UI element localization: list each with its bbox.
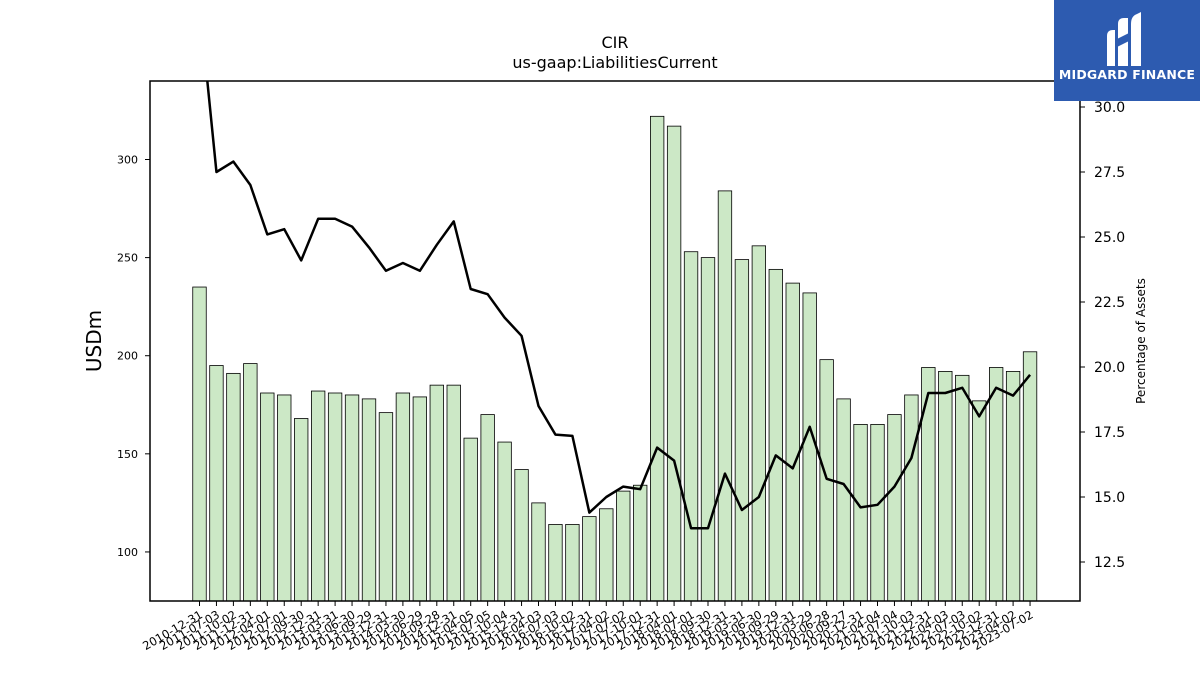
left-axis-ticks: 100 150 200 250 300 bbox=[117, 153, 150, 559]
bar bbox=[768, 268, 783, 601]
bar bbox=[310, 390, 326, 601]
bar bbox=[463, 437, 478, 601]
bar bbox=[836, 398, 851, 601]
chart-subtitle: us-gaap:LiabilitiesCurrent bbox=[512, 53, 717, 72]
bar bbox=[361, 398, 377, 601]
left-tick-label: 150 bbox=[117, 448, 138, 461]
bar bbox=[192, 286, 207, 601]
bar bbox=[751, 245, 766, 601]
bar bbox=[344, 394, 360, 601]
bar bbox=[429, 384, 444, 601]
bar bbox=[531, 502, 546, 601]
bar bbox=[938, 371, 953, 601]
bar bbox=[972, 400, 987, 601]
bar bbox=[989, 367, 1004, 601]
bar bbox=[904, 394, 919, 601]
bar bbox=[717, 190, 733, 601]
bar bbox=[700, 257, 716, 601]
bar bbox=[277, 394, 292, 601]
bar bbox=[446, 384, 461, 601]
bar bbox=[548, 524, 563, 601]
bar bbox=[480, 414, 495, 601]
right-axis-ticks: 12.5 15.0 17.5 20.0 22.5 25.0 27.5 30.0 bbox=[1080, 100, 1125, 571]
bar bbox=[582, 516, 597, 601]
bar bbox=[209, 365, 224, 601]
right-tick-label: 22.5 bbox=[1094, 295, 1125, 311]
bar bbox=[785, 282, 800, 601]
bar-series bbox=[192, 115, 1038, 601]
percentage-line bbox=[206, 81, 1032, 530]
right-tick-label: 20.0 bbox=[1094, 360, 1125, 376]
bar bbox=[650, 115, 665, 601]
x-axis-ticks: 2010-12-312011-07-032011-10-022011-12-31… bbox=[140, 601, 1036, 653]
axes bbox=[149, 80, 1081, 602]
bar bbox=[412, 396, 428, 601]
left-tick-label: 250 bbox=[117, 252, 138, 265]
bar bbox=[565, 524, 580, 601]
right-axis-label: Percentage of Assets bbox=[1134, 278, 1148, 404]
plot-frame bbox=[149, 80, 1081, 602]
bar bbox=[870, 423, 885, 601]
right-tick-label: 27.5 bbox=[1094, 165, 1125, 181]
chart-title: CIR bbox=[601, 33, 628, 52]
bar bbox=[853, 423, 868, 601]
bar bbox=[955, 374, 970, 601]
right-tick-label: 30.0 bbox=[1094, 100, 1125, 116]
logo-text: MIDGARD FINANCE bbox=[1058, 67, 1196, 82]
left-axis-label: USDm bbox=[82, 310, 106, 372]
bar bbox=[1022, 351, 1038, 601]
line-series bbox=[206, 81, 1032, 530]
bar bbox=[395, 392, 411, 601]
bar bbox=[616, 490, 631, 601]
bar bbox=[243, 363, 258, 601]
bar bbox=[1005, 371, 1021, 601]
bar bbox=[666, 125, 682, 601]
bar bbox=[226, 372, 241, 601]
logo-mark-icon bbox=[1107, 12, 1141, 66]
bar bbox=[378, 412, 394, 601]
right-tick-label: 15.0 bbox=[1094, 490, 1125, 506]
bar bbox=[633, 484, 648, 601]
bar bbox=[514, 469, 529, 601]
bar bbox=[921, 367, 936, 601]
left-tick-label: 100 bbox=[117, 546, 138, 559]
left-tick-label: 300 bbox=[117, 153, 138, 166]
midgard-finance-logo: MIDGARD FINANCE bbox=[1054, 0, 1200, 101]
bar bbox=[497, 441, 512, 601]
left-tick-label: 200 bbox=[117, 350, 138, 363]
bar bbox=[260, 392, 275, 601]
bar bbox=[327, 392, 343, 601]
right-tick-label: 25.0 bbox=[1094, 230, 1125, 246]
bar bbox=[294, 418, 309, 601]
bar bbox=[599, 508, 614, 601]
right-tick-label: 17.5 bbox=[1094, 425, 1125, 441]
bar bbox=[802, 292, 817, 601]
bar bbox=[734, 259, 750, 601]
right-tick-label: 12.5 bbox=[1094, 555, 1125, 571]
bar bbox=[683, 251, 699, 601]
bar bbox=[887, 414, 902, 601]
